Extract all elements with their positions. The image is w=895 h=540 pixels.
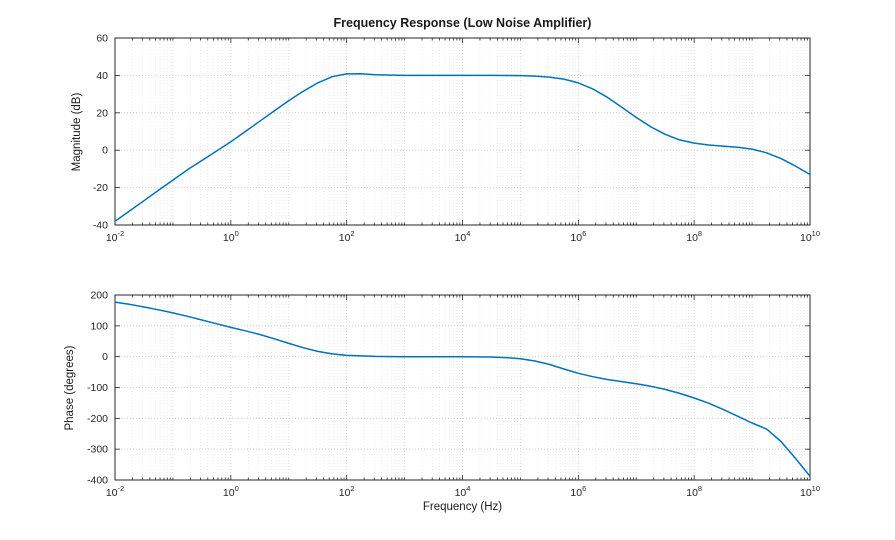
y-tick-label: -400 <box>87 475 108 487</box>
x-tick-label: 10-2 <box>106 229 124 244</box>
y-tick-label: -300 <box>87 444 108 456</box>
y-tick-label: -20 <box>93 182 108 194</box>
phase-curve <box>114 301 811 478</box>
x-tick-label: 108 <box>686 484 702 499</box>
x-tick-label: 108 <box>686 229 702 244</box>
y-tick-label: -200 <box>87 413 108 425</box>
y-tick-label: 40 <box>96 70 108 82</box>
y-tick-label: 100 <box>90 320 108 332</box>
x-tick-label: 104 <box>455 229 471 244</box>
x-tick-label: 102 <box>339 229 355 244</box>
x-tick-label: 1010 <box>800 229 820 244</box>
phase-plot: 10-2 100 102 104 106 108 1010 -400 -300 -200 -100 0… <box>87 290 820 500</box>
x-tick-label: 1010 <box>800 484 820 499</box>
magnitude-curve <box>114 72 811 223</box>
y-tick-label: 60 <box>96 33 108 45</box>
x-tick-label: 100 <box>223 229 239 244</box>
x-tick-label: 106 <box>570 484 586 499</box>
x-tick-label: 102 <box>339 484 355 499</box>
y-tick-label: -100 <box>87 382 108 394</box>
x-tick-label: 106 <box>570 229 586 244</box>
y-tick-label: 200 <box>90 290 108 302</box>
figure-title: Frequency Response (Low Noise Amplifier) <box>333 16 592 30</box>
y-tick-label: 0 <box>102 145 108 157</box>
frequency-axis-label: Frequency (Hz) <box>422 501 503 513</box>
x-tick-label: 100 <box>223 484 239 499</box>
magnitude-plot: 10-2 100 102 104 106 108 1010 -40 -20 0 20 40 60 <box>93 33 820 245</box>
x-tick-label: 104 <box>455 484 471 499</box>
y-tick-label: 0 <box>102 351 108 363</box>
y-tick-label: 20 <box>96 107 108 119</box>
y-tick-label: -40 <box>93 220 108 232</box>
x-tick-label: 10-2 <box>106 484 124 499</box>
